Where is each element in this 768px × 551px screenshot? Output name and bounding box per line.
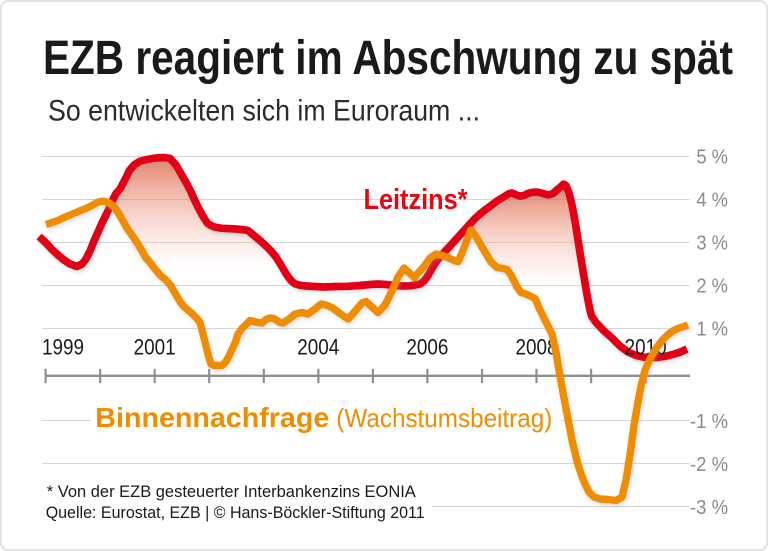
svg-text:(Wachstumsbeitrag): (Wachstumsbeitrag): [336, 403, 552, 433]
svg-text:EZB reagiert im Abschwung zu s: EZB reagiert im Abschwung zu spät: [43, 32, 733, 85]
svg-text:2001: 2001: [134, 335, 176, 360]
svg-text:Binnennachfrage: Binnennachfrage: [95, 402, 329, 433]
svg-text:-1 %: -1 %: [690, 410, 728, 433]
svg-text:So entwickelten sich im Eurora: So entwickelten sich im Euroraum ...: [48, 95, 480, 128]
svg-text:2 %: 2 %: [696, 274, 728, 297]
svg-text:2006: 2006: [406, 335, 448, 360]
svg-text:* Von der EZB gesteuerter Inte: * Von der EZB gesteuerter Interbankenzin…: [47, 483, 416, 501]
svg-text:1999: 1999: [42, 335, 84, 360]
svg-text:4 %: 4 %: [696, 188, 728, 211]
svg-text:3 %: 3 %: [696, 232, 728, 255]
svg-text:1 %: 1 %: [696, 318, 728, 341]
svg-text:Quelle: Eurostat, EZB | © Hans: Quelle: Eurostat, EZB | © Hans-Böckler-S…: [46, 504, 425, 522]
svg-text:-3 %: -3 %: [690, 496, 728, 519]
svg-text:-2 %: -2 %: [690, 453, 728, 476]
svg-text:Leitzins*: Leitzins*: [364, 184, 469, 216]
svg-text:2004: 2004: [297, 335, 339, 360]
svg-text:5 %: 5 %: [696, 145, 728, 168]
